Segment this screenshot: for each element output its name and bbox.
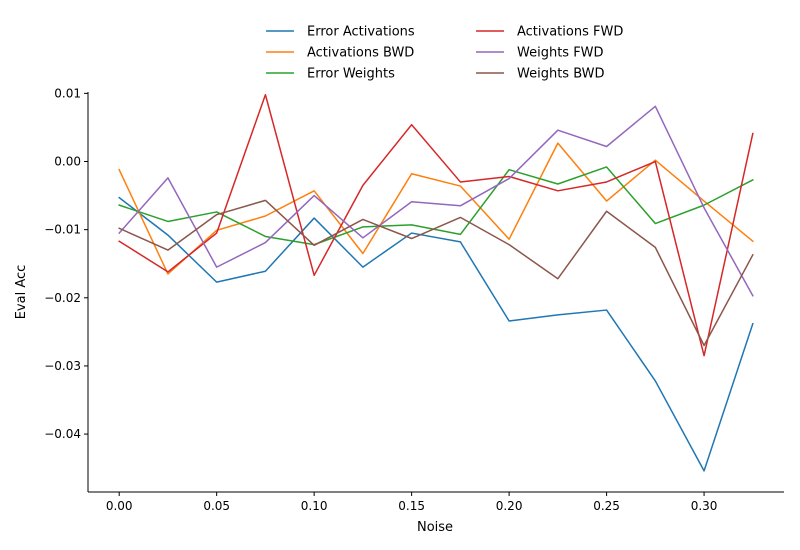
y-tick-label: 0.00	[54, 155, 81, 169]
series-line-6	[118, 199, 754, 347]
legend-label: Activations FWD	[517, 25, 623, 40]
x-tick-label: 0.30	[691, 499, 718, 513]
x-tick-label: 0.10	[301, 499, 328, 513]
legend-label: Error Weights	[307, 67, 395, 82]
y-tick-label: −0.04	[44, 427, 81, 441]
axes: 0.00 0.05 0.10 0.15 0.20 0.25 0.30 0.01 0.00 −0.0…	[44, 86, 784, 513]
y-tick-label: −0.03	[44, 359, 81, 373]
series-line-2	[118, 142, 754, 275]
legend-label: Weights BWD	[517, 67, 605, 82]
y-tick-label: −0.01	[44, 223, 81, 237]
plot-area	[118, 93, 754, 472]
legend-label: Error Activations	[307, 25, 415, 40]
legend-label: Weights FWD	[517, 46, 604, 61]
y-tick-label: −0.02	[44, 291, 81, 305]
x-axis-label: Noise	[417, 520, 453, 535]
x-tick-label: 0.15	[398, 499, 425, 513]
series-line-5	[118, 105, 754, 297]
y-tick-label: 0.01	[54, 86, 81, 100]
x-tick-label: 0.00	[106, 499, 133, 513]
y-axis-label: Eval Acc	[14, 265, 29, 320]
x-tick-label: 0.20	[496, 499, 523, 513]
series-line-4	[118, 93, 754, 357]
legend: Error Activations Activations BWD Error We…	[266, 25, 623, 82]
series-line-1	[118, 196, 754, 472]
legend-label: Activations BWD	[307, 46, 414, 61]
x-tick-label: 0.05	[203, 499, 230, 513]
x-tick-label: 0.25	[593, 499, 620, 513]
series-line-3	[118, 166, 754, 246]
